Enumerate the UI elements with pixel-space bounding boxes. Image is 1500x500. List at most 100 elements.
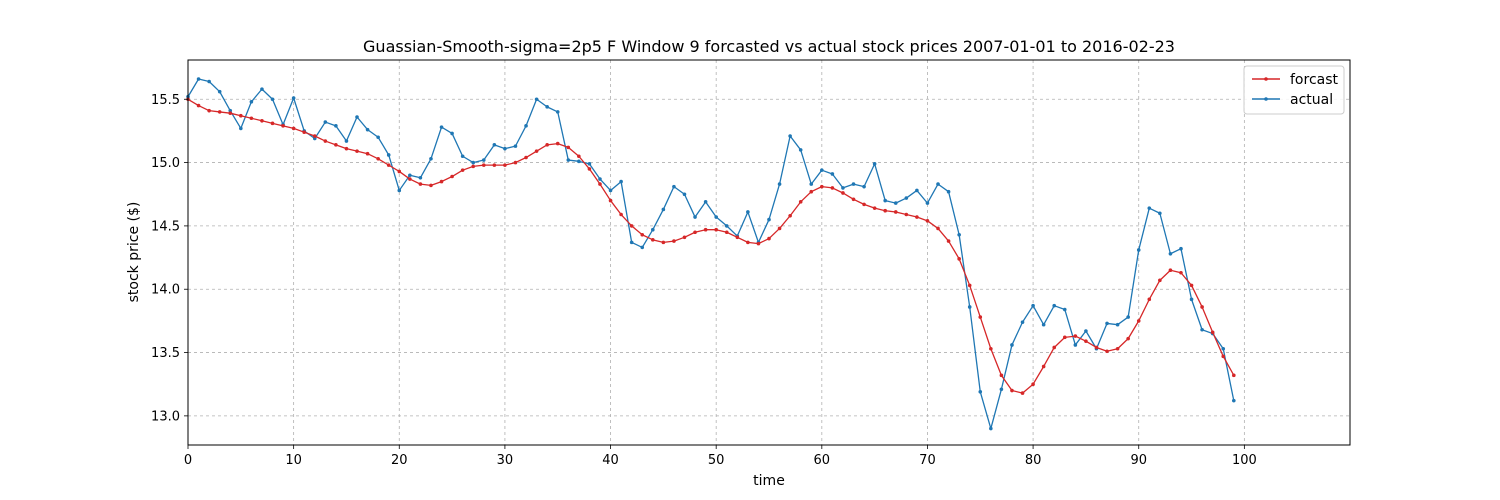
data-point-forcast — [756, 241, 761, 246]
x-tick-label: 80 — [1025, 453, 1042, 468]
data-point-forcast — [989, 346, 993, 351]
data-point-actual — [703, 200, 708, 204]
data-point-actual — [915, 188, 919, 193]
data-point-actual — [555, 110, 560, 114]
data-point-actual — [629, 240, 634, 245]
data-point-forcast — [566, 145, 571, 150]
data-point-forcast — [1158, 278, 1162, 283]
data-point-forcast — [1020, 391, 1025, 395]
data-point-actual — [1010, 343, 1014, 347]
data-point-actual — [1062, 307, 1067, 312]
data-point-actual — [999, 387, 1004, 392]
data-point-forcast — [1052, 345, 1057, 350]
data-point-forcast — [492, 163, 497, 167]
data-point-actual — [809, 182, 814, 186]
data-point-actual — [904, 196, 909, 200]
data-point-actual — [608, 188, 613, 193]
x-tick-label: 60 — [814, 453, 831, 468]
data-point-forcast — [872, 206, 877, 210]
data-point-forcast — [534, 149, 539, 153]
data-point-actual — [492, 143, 497, 147]
data-point-actual — [724, 224, 729, 228]
data-point-forcast — [1010, 388, 1014, 393]
data-point-forcast — [777, 226, 782, 231]
data-point-forcast — [196, 103, 201, 108]
data-point-actual — [598, 177, 602, 181]
data-point-forcast — [1041, 364, 1046, 369]
data-point-forcast — [682, 235, 687, 240]
data-point-actual — [270, 97, 275, 102]
data-point-forcast — [1073, 334, 1078, 338]
data-point-forcast — [1221, 354, 1226, 359]
data-point-forcast — [302, 130, 307, 134]
data-point-forcast — [608, 198, 613, 203]
data-point-actual — [450, 131, 454, 136]
series-line-forcast — [187, 98, 1235, 394]
data-point-forcast — [365, 151, 370, 156]
data-point-actual — [925, 201, 930, 205]
data-point-actual — [577, 159, 581, 164]
data-point-actual — [936, 182, 940, 186]
x-tick-label: 70 — [919, 453, 936, 468]
data-point-actual — [439, 125, 444, 129]
data-point-actual — [640, 245, 645, 250]
data-point-forcast — [967, 283, 972, 288]
data-point-forcast — [1094, 345, 1099, 350]
data-point-forcast — [376, 156, 380, 161]
data-point-actual — [830, 172, 835, 176]
data-point-forcast — [1189, 283, 1194, 288]
data-point-forcast — [788, 213, 792, 218]
legend-marker-actual — [1264, 97, 1268, 101]
data-point-forcast — [577, 154, 581, 159]
data-point-actual — [1052, 303, 1057, 308]
x-tick-label: 90 — [1130, 453, 1147, 468]
data-point-actual — [260, 87, 264, 91]
x-tick-label: 40 — [602, 453, 619, 468]
data-point-actual — [524, 124, 528, 128]
data-point-actual — [344, 139, 349, 143]
data-point-forcast — [587, 167, 592, 171]
data-point-actual — [1073, 343, 1078, 347]
data-point-forcast — [481, 163, 486, 167]
data-point-forcast — [999, 373, 1004, 378]
data-point-actual — [682, 192, 687, 197]
data-point-forcast — [397, 169, 402, 174]
data-point-forcast — [1147, 297, 1152, 302]
data-point-actual — [1189, 297, 1194, 302]
data-point-actual — [1084, 329, 1088, 333]
data-point-actual — [1221, 346, 1226, 351]
data-point-forcast — [830, 186, 835, 190]
legend-marker-forcast — [1264, 77, 1268, 81]
data-point-actual — [460, 154, 465, 159]
data-point-forcast — [281, 124, 285, 128]
data-point-actual — [1020, 320, 1025, 324]
data-point-forcast — [228, 111, 233, 115]
data-point-actual — [534, 97, 539, 102]
data-point-forcast — [598, 182, 602, 186]
data-point-forcast — [207, 108, 211, 113]
data-point-actual — [355, 115, 359, 119]
data-point-forcast — [429, 183, 433, 188]
data-point-actual — [587, 162, 592, 166]
data-point-forcast — [1179, 270, 1183, 275]
data-point-forcast — [746, 240, 750, 245]
data-point-forcast — [798, 200, 803, 204]
data-point-forcast — [344, 146, 349, 151]
data-point-actual — [1041, 322, 1046, 327]
data-point-actual — [196, 77, 201, 81]
data-point-forcast — [1084, 339, 1088, 343]
data-point-forcast — [545, 143, 549, 147]
data-point-actual — [851, 182, 856, 186]
x-tick-label: 30 — [497, 453, 514, 468]
y-tick-label: 15.5 — [151, 93, 180, 108]
data-point-forcast — [450, 174, 454, 179]
data-point-forcast — [1168, 268, 1173, 273]
data-point-forcast — [418, 182, 423, 186]
legend-label-forcast: forcast — [1290, 72, 1339, 88]
data-point-actual — [312, 136, 317, 141]
data-point-forcast — [503, 163, 507, 167]
data-point-actual — [989, 426, 993, 431]
data-point-actual — [746, 210, 750, 214]
data-point-actual — [788, 134, 792, 138]
